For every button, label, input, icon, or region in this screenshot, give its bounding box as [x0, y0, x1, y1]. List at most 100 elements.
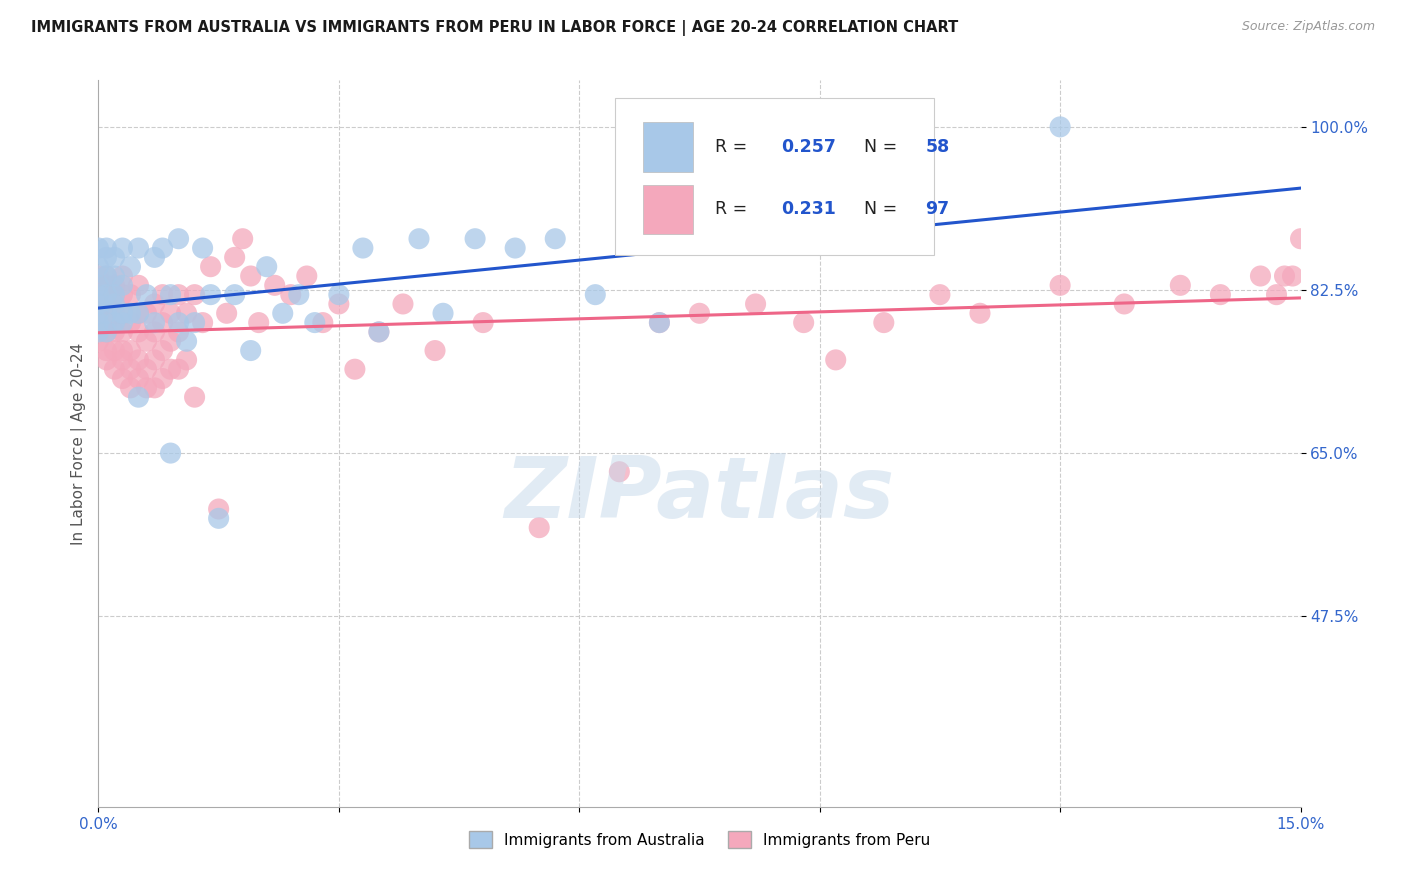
FancyBboxPatch shape	[616, 98, 934, 255]
Point	[159, 362, 181, 376]
Point	[167, 316, 190, 330]
Point	[103, 251, 125, 265]
Point	[87, 287, 110, 301]
Point	[232, 232, 254, 246]
Point	[744, 297, 766, 311]
Point	[111, 316, 134, 330]
Point	[873, 316, 896, 330]
Point	[352, 241, 374, 255]
Point	[128, 306, 150, 320]
Point	[111, 343, 134, 358]
Point	[464, 232, 486, 246]
Point	[793, 316, 815, 330]
Point	[87, 306, 110, 320]
Point	[648, 316, 671, 330]
Point	[103, 287, 125, 301]
Point	[96, 306, 118, 320]
Point	[183, 316, 205, 330]
Legend: Immigrants from Australia, Immigrants from Peru: Immigrants from Australia, Immigrants fr…	[463, 825, 936, 855]
Point	[1049, 278, 1071, 293]
Point	[176, 334, 198, 349]
Point	[111, 352, 134, 367]
Point	[304, 316, 326, 330]
FancyBboxPatch shape	[643, 122, 693, 171]
Point	[969, 306, 991, 320]
Point	[143, 297, 166, 311]
Point	[111, 306, 134, 320]
Point	[247, 316, 270, 330]
Point	[288, 287, 311, 301]
Point	[128, 371, 150, 385]
Text: N =: N =	[853, 137, 903, 156]
Point	[120, 287, 142, 301]
Text: 58: 58	[925, 137, 949, 156]
Point	[432, 306, 454, 320]
Point	[87, 278, 110, 293]
Text: 97: 97	[925, 201, 949, 219]
Point	[159, 334, 181, 349]
Point	[239, 343, 262, 358]
Point	[408, 232, 430, 246]
Point	[111, 278, 134, 293]
Point	[120, 362, 142, 376]
Point	[208, 511, 231, 525]
Point	[191, 316, 214, 330]
Point	[103, 325, 125, 339]
Point	[120, 306, 142, 320]
Point	[128, 352, 150, 367]
Point	[368, 325, 391, 339]
Text: ZIPatlas: ZIPatlas	[505, 453, 894, 536]
Point	[143, 251, 166, 265]
Point	[120, 343, 142, 358]
Point	[271, 306, 294, 320]
Point	[111, 306, 134, 320]
Point	[96, 352, 118, 367]
Point	[824, 352, 846, 367]
Point	[128, 306, 150, 320]
Text: R =: R =	[716, 137, 752, 156]
Point	[191, 241, 214, 255]
Point	[96, 287, 118, 301]
Text: N =: N =	[853, 201, 903, 219]
Point	[128, 325, 150, 339]
Text: Source: ZipAtlas.com: Source: ZipAtlas.com	[1241, 20, 1375, 33]
Point	[87, 297, 110, 311]
Point	[1049, 120, 1071, 134]
Point	[103, 287, 125, 301]
Point	[111, 371, 134, 385]
Point	[96, 241, 118, 255]
Point	[111, 268, 134, 283]
Point	[328, 287, 350, 301]
Point	[103, 316, 125, 330]
Text: 0.257: 0.257	[782, 137, 837, 156]
FancyBboxPatch shape	[643, 185, 693, 234]
Point	[544, 232, 567, 246]
Point	[87, 260, 110, 274]
Point	[280, 287, 302, 301]
Point	[1274, 268, 1296, 283]
Point	[143, 316, 166, 330]
Point	[103, 362, 125, 376]
Point	[215, 306, 238, 320]
Point	[152, 371, 174, 385]
Point	[96, 268, 118, 283]
Point	[176, 352, 198, 367]
Point	[648, 316, 671, 330]
Point	[135, 306, 157, 320]
Point	[176, 306, 198, 320]
Point	[256, 260, 278, 274]
Point	[87, 334, 110, 349]
Point	[135, 362, 157, 376]
Point	[111, 325, 134, 339]
Point	[120, 260, 142, 274]
Point	[96, 268, 118, 283]
Point	[135, 381, 157, 395]
Point	[87, 268, 110, 283]
Point	[103, 343, 125, 358]
Point	[224, 251, 246, 265]
Point	[96, 343, 118, 358]
Point	[183, 287, 205, 301]
Point	[143, 352, 166, 367]
Point	[472, 316, 495, 330]
Point	[423, 343, 446, 358]
